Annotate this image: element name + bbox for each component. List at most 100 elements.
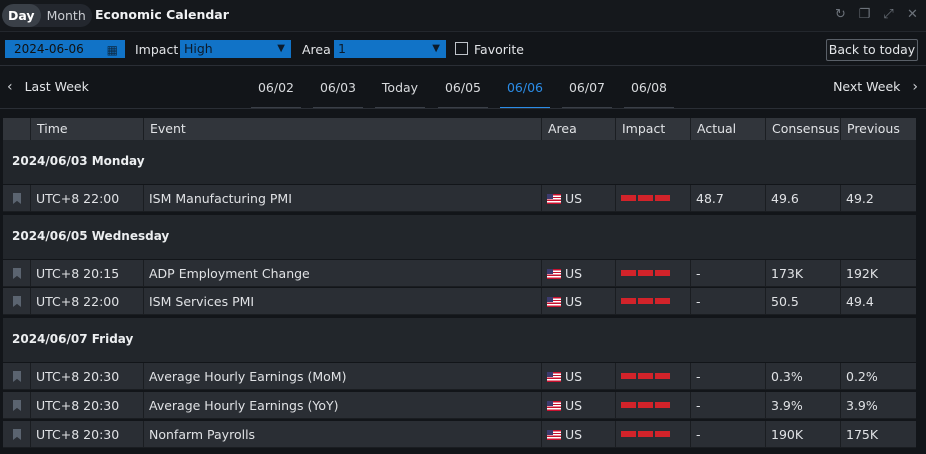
chevron-left-icon: ‹: [7, 79, 13, 95]
impact-bar: [621, 373, 636, 379]
day-tab-0602[interactable]: 06/02: [251, 80, 301, 108]
impact-cell: [615, 185, 690, 212]
view-mode-toggle: Day Month: [2, 4, 92, 27]
us-flag-icon: [547, 296, 561, 307]
bookmark-icon[interactable]: [13, 268, 21, 279]
last-week-button[interactable]: ‹ Last Week: [7, 79, 89, 95]
day-tab-label: 06/06: [506, 80, 544, 95]
area-text: US: [565, 266, 583, 281]
tab-underline: [375, 107, 425, 108]
day-tab-0605[interactable]: 06/05: [438, 80, 488, 108]
consensus-value: 190K: [771, 427, 804, 442]
area-select[interactable]: 1 ▼: [334, 40, 446, 58]
favorite-checkbox[interactable]: [455, 42, 468, 55]
chevron-right-icon: ›: [912, 79, 918, 95]
area-cell: US: [541, 363, 615, 390]
event-value: ISM Manufacturing PMI: [149, 191, 292, 206]
expand-icon[interactable]: ⤢: [883, 7, 894, 22]
tab-underline: [562, 107, 612, 108]
refresh-icon[interactable]: ↻: [835, 7, 846, 22]
consensus-value: 173K: [771, 266, 804, 281]
table-row[interactable]: UTC+8 22:00 ISM Manufacturing PMI US 48.7 49…: [3, 185, 916, 212]
time-value: UTC+8 20:30: [36, 427, 120, 442]
impact-cell: [615, 288, 690, 315]
area-cell: US: [541, 392, 615, 419]
impact-bar: [638, 298, 653, 304]
impact-value: High: [184, 41, 213, 56]
tab-underline: [438, 107, 488, 108]
close-icon[interactable]: ✕: [907, 7, 918, 22]
table-row[interactable]: UTC+8 20:30 Average Hourly Earnings (YoY)…: [3, 392, 916, 419]
impact-select[interactable]: High ▼: [180, 40, 291, 58]
header-previous: Previous: [840, 118, 916, 140]
day-tab-label: 06/02: [257, 80, 295, 95]
header-impact: Impact: [615, 118, 690, 140]
actual-cell: -: [690, 288, 765, 315]
area-label: Area: [302, 42, 331, 57]
window-controls: ↻ ❐ ⤢ ✕: [833, 6, 920, 24]
day-tab-today[interactable]: Today: [375, 80, 425, 108]
actual-value: -: [696, 398, 701, 413]
actual-cell: -: [690, 421, 765, 448]
day-tab-0607[interactable]: 06/07: [562, 80, 612, 108]
bookmark-icon[interactable]: [13, 371, 21, 382]
previous-cell: 175K: [840, 421, 916, 448]
bookmark-cell: [3, 185, 30, 212]
impact-bar: [655, 373, 670, 379]
bookmark-icon[interactable]: [13, 400, 21, 411]
date-group-label: 2024/06/03 Monday: [12, 154, 145, 168]
actual-value: -: [696, 427, 701, 442]
table-row[interactable]: UTC+8 20:15 ADP Employment Change US - 173K 1…: [3, 260, 916, 287]
day-tab-0603[interactable]: 06/03: [313, 80, 363, 108]
actual-value: -: [696, 266, 701, 281]
bookmark-icon[interactable]: [13, 296, 21, 307]
event-value: Nonfarm Payrolls: [149, 427, 256, 442]
tab-underline: [500, 107, 550, 108]
bookmark-icon[interactable]: [13, 429, 21, 440]
time-value: UTC+8 22:00: [36, 191, 120, 206]
last-week-label: Last Week: [24, 79, 89, 94]
impact-indicator: [621, 373, 670, 379]
impact-cell: [615, 363, 690, 390]
date-group-label: 2024/06/07 Friday: [12, 332, 134, 346]
us-flag-icon: [547, 193, 561, 204]
header-consensus: Consensus: [765, 118, 840, 140]
previous-cell: 49.2: [840, 185, 916, 212]
event-value: ISM Services PMI: [149, 294, 255, 309]
table-row[interactable]: UTC+8 22:00 ISM Services PMI US - 50.5 49.4: [3, 288, 916, 315]
tab-day[interactable]: Day: [2, 4, 41, 27]
bookmark-cell: [3, 260, 30, 287]
day-tab-label: 06/03: [319, 80, 357, 95]
week-navigation: ‹ Last Week 06/02 06/03 Today 06/05 06/0…: [0, 67, 926, 109]
date-picker[interactable]: 2024-06-06 ▦: [5, 40, 125, 58]
event-value: Average Hourly Earnings (MoM): [149, 369, 347, 384]
tab-month[interactable]: Month: [46, 8, 86, 23]
impact-indicator: [621, 431, 670, 437]
table-row[interactable]: UTC+8 20:30 Nonfarm Payrolls US - 190K 175K: [3, 421, 916, 448]
table-row[interactable]: UTC+8 20:30 Average Hourly Earnings (MoM)…: [3, 363, 916, 390]
previous-cell: 3.9%: [840, 392, 916, 419]
consensus-cell: 0.3%: [765, 363, 840, 390]
day-tab-0608[interactable]: 06/08: [624, 80, 674, 108]
impact-bar: [638, 270, 653, 276]
time-value: UTC+8 20:30: [36, 369, 120, 384]
area-text: US: [565, 398, 583, 413]
favorite-label[interactable]: Favorite: [474, 42, 524, 57]
impact-indicator: [621, 270, 670, 276]
calendar-icon[interactable]: ▦: [106, 43, 118, 57]
previous-cell: 192K: [840, 260, 916, 287]
restore-icon[interactable]: ❐: [858, 7, 871, 22]
day-tab-label: 06/07: [568, 80, 606, 95]
day-tab-0606[interactable]: 06/06: [500, 80, 550, 108]
event-cell: Average Hourly Earnings (YoY): [143, 392, 541, 419]
actual-cell: -: [690, 260, 765, 287]
consensus-value: 3.9%: [771, 398, 803, 413]
consensus-value: 0.3%: [771, 369, 803, 384]
impact-indicator: [621, 298, 670, 304]
consensus-value: 49.6: [771, 191, 799, 206]
bookmark-icon[interactable]: [13, 193, 21, 204]
actual-value: 48.7: [696, 191, 724, 206]
back-to-today-button[interactable]: Back to today: [826, 39, 918, 61]
area-cell: US: [541, 185, 615, 212]
next-week-button[interactable]: Next Week ›: [833, 79, 918, 95]
